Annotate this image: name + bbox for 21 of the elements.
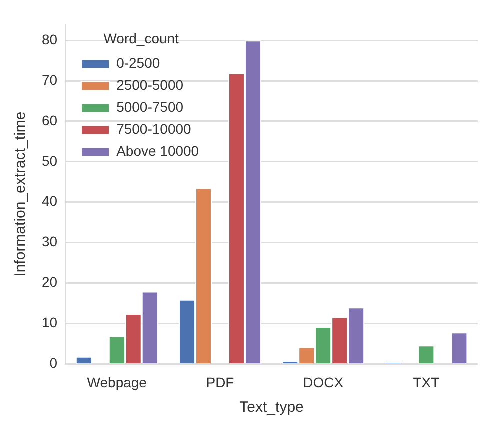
y-tick-label: 10 <box>42 314 58 331</box>
y-tick-label: 80 <box>42 31 58 48</box>
x-tick-label: TXT <box>413 374 440 390</box>
legend-label: 5000-7500 <box>116 99 184 116</box>
y-tick-label: 30 <box>42 234 58 250</box>
y-tick-label: 20 <box>42 274 58 290</box>
y-tick-label: 70 <box>42 72 58 88</box>
legend-label: 2500-5000 <box>116 77 184 94</box>
legend-label: Above 10000 <box>116 143 200 160</box>
y-tick-label: 0 <box>50 355 58 372</box>
x-axis-title: Text_type <box>240 399 304 416</box>
x-tick-label: PDF <box>206 374 234 390</box>
legend-label: 7500-10000 <box>116 121 192 138</box>
y-tick-label: 40 <box>42 193 58 210</box>
x-tick-label: DOCX <box>303 374 344 390</box>
y-tick-label: 50 <box>42 152 58 169</box>
y-tick-label: 60 <box>42 112 58 128</box>
legend-label: 0-2500 <box>116 55 160 72</box>
y-axis-title: Information_extract_time <box>12 112 30 277</box>
x-tick-label: Webpage <box>87 374 148 390</box>
legend-title: Word_count <box>104 30 180 46</box>
